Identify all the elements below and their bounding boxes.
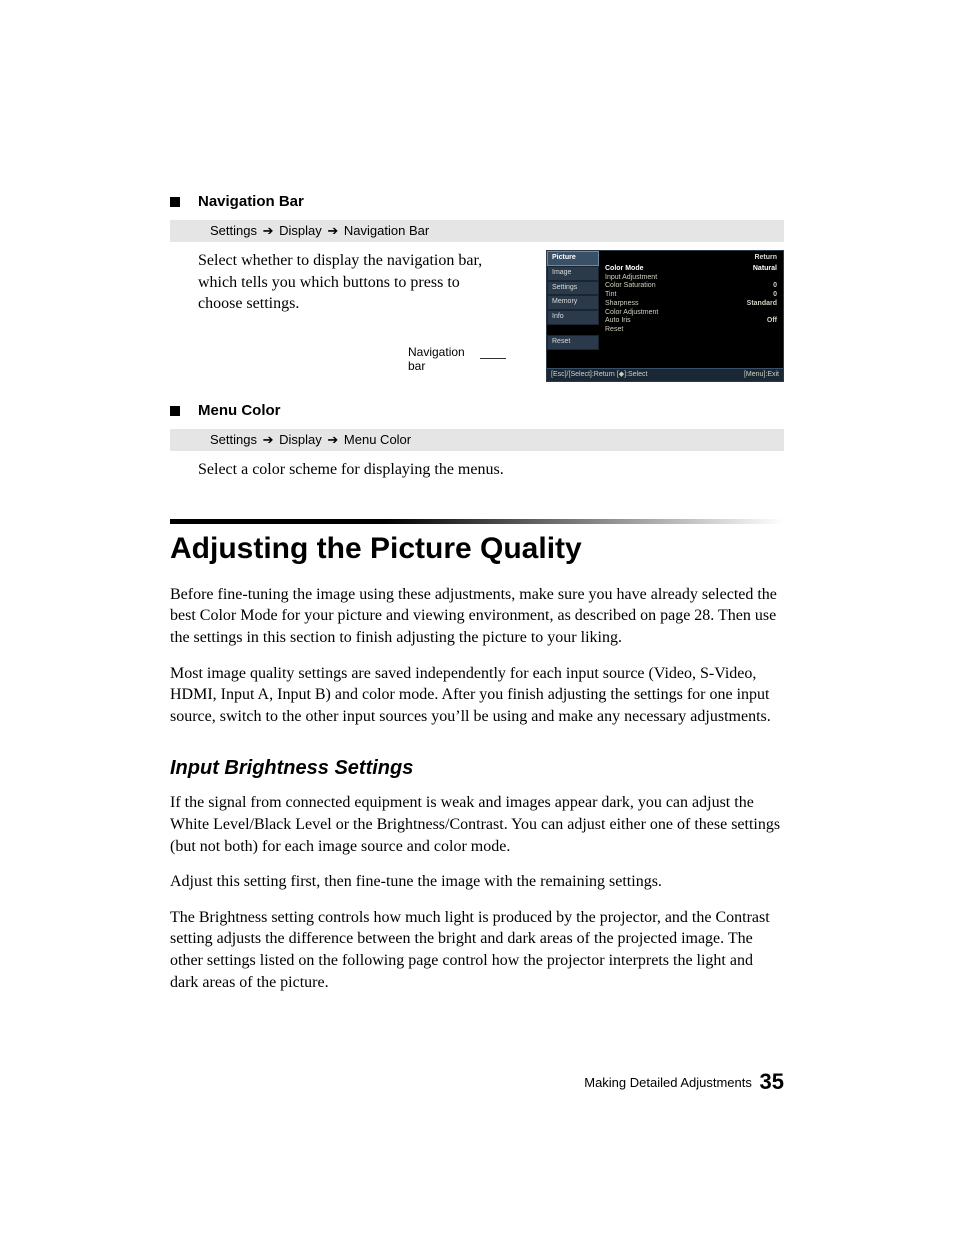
sub-heading: Input Brightness Settings xyxy=(170,757,784,780)
item-heading-row: Navigation Bar xyxy=(170,193,784,210)
osd-side-item: Picture xyxy=(547,251,599,266)
paragraph: Most image quality settings are saved in… xyxy=(170,663,784,728)
osd-caption: Navigation bar xyxy=(408,345,478,374)
breadcrumb-segment: Settings xyxy=(210,432,257,447)
osd-side-item: Reset xyxy=(547,335,599,350)
osd-return-label: Return xyxy=(605,254,777,263)
paragraph: The Brightness setting controls how much… xyxy=(170,907,784,993)
footer-chapter: Making Detailed Adjustments xyxy=(584,1075,752,1090)
caption-leader-line xyxy=(480,358,506,359)
section-menu-color: Menu Color Settings ➔ Display ➔ Menu Col… xyxy=(170,402,784,481)
breadcrumb-segment: Menu Color xyxy=(344,432,411,447)
section-navigation-bar: Navigation Bar Settings ➔ Display ➔ Navi… xyxy=(170,193,784,382)
paragraph: Before fine-tuning the image using these… xyxy=(170,584,784,649)
osd-side-item: Image xyxy=(547,266,599,281)
osd-row: Color ModeNatural xyxy=(605,265,777,274)
osd-side-item: Settings xyxy=(547,281,599,296)
page-number: 35 xyxy=(760,1069,784,1094)
arrow-icon: ➔ xyxy=(263,223,274,238)
item-title: Menu Color xyxy=(198,402,281,419)
bullet-square-icon xyxy=(170,197,180,207)
page-footer: Making Detailed Adjustments 35 xyxy=(584,1069,784,1095)
osd-side-item: Info xyxy=(547,310,599,325)
osd-row: SharpnessStandard xyxy=(605,300,777,309)
osd-foot-left: [Esc]/[Select]:Return [◆]:Select xyxy=(551,371,647,380)
menu-color-description: Select a color scheme for displaying the… xyxy=(198,459,784,481)
osd-row: Reset xyxy=(605,326,777,335)
arrow-icon: ➔ xyxy=(263,432,274,447)
osd-foot-right: [Menu]:Exit xyxy=(744,371,779,380)
manual-page: Navigation Bar Settings ➔ Display ➔ Navi… xyxy=(0,0,954,1235)
navbar-description: Select whether to display the navigation… xyxy=(198,250,490,315)
arrow-icon: ➔ xyxy=(327,432,338,447)
osd-footer: [Esc]/[Select]:Return [◆]:Select [Menu]:… xyxy=(547,368,783,382)
main-heading: Adjusting the Picture Quality xyxy=(170,532,784,566)
paragraph: If the signal from connected equipment i… xyxy=(170,792,784,857)
osd-row: Auto IrisOff xyxy=(605,317,777,326)
breadcrumb-segment: Settings xyxy=(210,223,257,238)
osd-main-panel: Return Color ModeNatural Input Adjustmen… xyxy=(599,251,783,350)
breadcrumb-menu-color: Settings ➔ Display ➔ Menu Color xyxy=(170,429,784,451)
breadcrumb-segment: Display xyxy=(279,223,322,238)
osd-row: Input Adjustment xyxy=(605,274,777,283)
osd-side-item: Memory xyxy=(547,295,599,310)
arrow-icon: ➔ xyxy=(327,223,338,238)
breadcrumb-segment: Display xyxy=(279,432,322,447)
breadcrumb-navigation-bar: Settings ➔ Display ➔ Navigation Bar xyxy=(170,220,784,242)
osd-row: Color Saturation0 xyxy=(605,282,777,291)
osd-row: Tint0 xyxy=(605,291,777,300)
heading-gradient-bar xyxy=(170,519,784,524)
osd-side-menu: Picture Image Settings Memory Info Reset xyxy=(547,251,599,350)
item-title: Navigation Bar xyxy=(198,193,304,210)
item-heading-row: Menu Color xyxy=(170,402,784,419)
osd-menu-screenshot: Picture Image Settings Memory Info Reset… xyxy=(546,250,784,382)
osd-row: Color Adjustment xyxy=(605,309,777,318)
paragraph: Adjust this setting first, then fine-tun… xyxy=(170,871,784,893)
bullet-square-icon xyxy=(170,406,180,416)
breadcrumb-segment: Navigation Bar xyxy=(344,223,429,238)
